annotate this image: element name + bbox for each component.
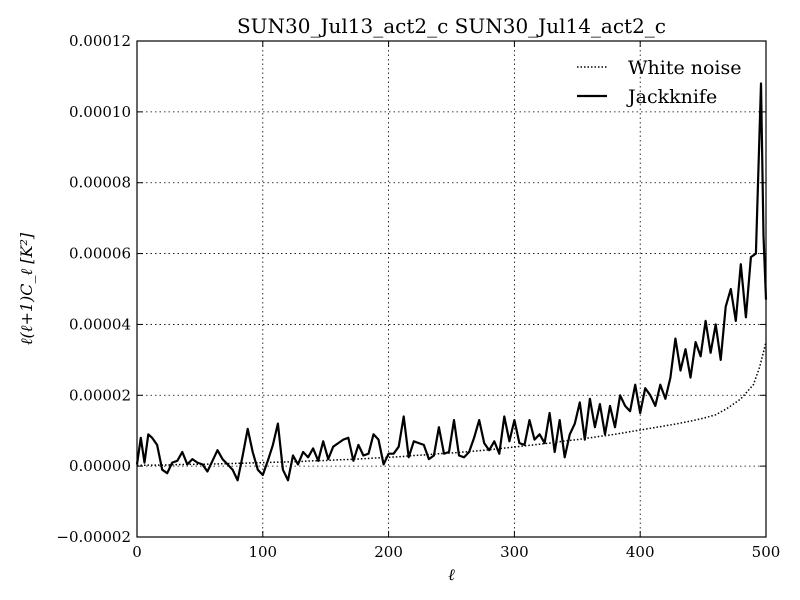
- y-tick-label: 0.00000: [69, 457, 131, 475]
- y-tick-label: 0.00002: [69, 386, 131, 404]
- y-tick-label: 0.00012: [69, 32, 131, 50]
- series-line-jackknife: [135, 82, 768, 482]
- x-tick-label: 400: [626, 543, 655, 561]
- x-tick-label: 500: [752, 543, 781, 561]
- y-tick-label: 0.00008: [69, 174, 131, 192]
- grid: [137, 41, 766, 537]
- chart-title: SUN30_Jul13_act2_c SUN30_Jul14_act2_c: [237, 14, 666, 38]
- y-tick-label: 0.00010: [69, 103, 131, 121]
- y-tick-label: 0.00006: [69, 245, 131, 263]
- legend-label-white-noise: White noise: [628, 57, 742, 79]
- x-tick-label: 100: [248, 543, 277, 561]
- y-axis-label: ℓ(ℓ+1)C_ℓ [K²]: [17, 232, 36, 345]
- plot-frame: [136, 40, 767, 538]
- series-line-white-noise: [136, 341, 767, 467]
- series-group: [135, 82, 768, 482]
- ticks: 0 100 200 300 400 500 −0.00002 0.00000 0.00002 0.…: [56, 32, 780, 561]
- legend: White noise Jackknife: [577, 57, 742, 108]
- x-tick-label: 300: [500, 543, 529, 561]
- x-tick-label: 0: [132, 543, 142, 561]
- y-tick-label: 0.00004: [69, 315, 131, 333]
- x-tick-label: 200: [374, 543, 403, 561]
- x-axis-label: ℓ: [448, 565, 455, 584]
- y-tick-label: −0.00002: [56, 528, 131, 546]
- legend-label-jackknife: Jackknife: [626, 86, 717, 108]
